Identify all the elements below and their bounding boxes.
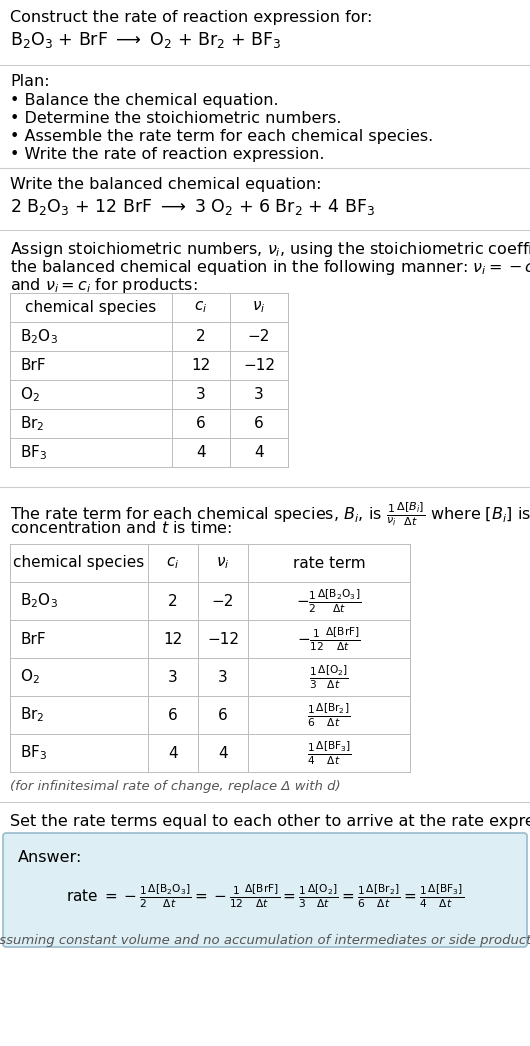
Text: chemical species: chemical species [25,300,157,315]
Text: rate $= -\frac{1}{2}\frac{\Delta[\mathregular{B_2O_3}]}{\Delta t}= -\frac{1}{12}: rate $= -\frac{1}{2}\frac{\Delta[\mathre… [66,882,464,910]
Text: $\nu_i$: $\nu_i$ [216,555,229,571]
Text: • Write the rate of reaction expression.: • Write the rate of reaction expression. [10,147,324,162]
Text: $\frac{1}{4}\frac{\Delta[\mathregular{BF_3}]}{\Delta t}$: $\frac{1}{4}\frac{\Delta[\mathregular{BF… [306,740,351,767]
Text: 3: 3 [254,387,264,402]
Text: and $\nu_i = c_i$ for products:: and $\nu_i = c_i$ for products: [10,276,198,295]
Text: $\mathregular{Br_2}$: $\mathregular{Br_2}$ [20,414,45,433]
Text: 4: 4 [168,746,178,760]
Text: 4: 4 [196,445,206,460]
Text: 3: 3 [168,669,178,684]
Text: $-\frac{1}{2}\frac{\Delta[\mathregular{B_2O_3}]}{\Delta t}$: $-\frac{1}{2}\frac{\Delta[\mathregular{B… [296,587,361,615]
Text: Write the balanced chemical equation:: Write the balanced chemical equation: [10,177,322,192]
Text: 3: 3 [196,387,206,402]
Text: • Determine the stoichiometric numbers.: • Determine the stoichiometric numbers. [10,111,341,126]
Text: $-\frac{1}{12}\frac{\Delta[\mathregular{BrF}]}{\Delta t}$: $-\frac{1}{12}\frac{\Delta[\mathregular{… [297,626,361,653]
Text: $\mathregular{B_2O_3}$: $\mathregular{B_2O_3}$ [20,327,58,346]
Text: concentration and $t$ is time:: concentration and $t$ is time: [10,520,232,536]
Text: 2: 2 [168,593,178,609]
Text: BrF: BrF [20,358,46,373]
Text: $c_i$: $c_i$ [195,299,208,315]
Text: Plan:: Plan: [10,74,50,89]
Text: −12: −12 [243,358,275,373]
Text: (for infinitesimal rate of change, replace Δ with d): (for infinitesimal rate of change, repla… [10,780,341,793]
Text: −2: −2 [248,329,270,344]
Text: • Assemble the rate term for each chemical species.: • Assemble the rate term for each chemic… [10,129,433,144]
Text: 3: 3 [218,669,228,684]
Text: 12: 12 [163,632,183,646]
Text: $\mathregular{B_2O_3}$ + BrF $\longrightarrow$ $\mathregular{O_2}$ + $\mathregul: $\mathregular{B_2O_3}$ + BrF $\longright… [10,30,281,50]
Text: Answer:: Answer: [18,850,82,865]
Text: $\frac{1}{3}\frac{\Delta[\mathregular{O_2}]}{\Delta t}$: $\frac{1}{3}\frac{\Delta[\mathregular{O_… [309,663,349,690]
Text: 4: 4 [218,746,228,760]
Text: $\mathregular{BF_3}$: $\mathregular{BF_3}$ [20,744,47,763]
Text: $\mathregular{Br_2}$: $\mathregular{Br_2}$ [20,706,45,724]
Text: Set the rate terms equal to each other to arrive at the rate expression:: Set the rate terms equal to each other t… [10,814,530,829]
Text: −2: −2 [212,593,234,609]
Text: $\frac{1}{6}\frac{\Delta[\mathregular{Br_2}]}{\Delta t}$: $\frac{1}{6}\frac{\Delta[\mathregular{Br… [307,701,351,729]
Text: Assign stoichiometric numbers, $\nu_i$, using the stoichiometric coefficients, $: Assign stoichiometric numbers, $\nu_i$, … [10,240,530,259]
Text: 6: 6 [196,416,206,431]
Text: 6: 6 [254,416,264,431]
Text: • Balance the chemical equation.: • Balance the chemical equation. [10,93,279,108]
FancyBboxPatch shape [3,833,527,947]
Text: $\mathregular{B_2O_3}$: $\mathregular{B_2O_3}$ [20,592,58,611]
Text: BrF: BrF [20,632,46,646]
Text: 6: 6 [218,707,228,723]
Text: 2: 2 [196,329,206,344]
Text: 2 $\mathregular{B_2O_3}$ + 12 BrF $\longrightarrow$ 3 $\mathregular{O_2}$ + 6 $\: 2 $\mathregular{B_2O_3}$ + 12 BrF $\long… [10,197,375,217]
Text: $\mathregular{O_2}$: $\mathregular{O_2}$ [20,385,40,404]
Text: rate term: rate term [293,555,365,570]
Text: the balanced chemical equation in the following manner: $\nu_i = -c_i$ for react: the balanced chemical equation in the fo… [10,258,530,277]
Text: chemical species: chemical species [13,555,145,570]
Text: $\mathregular{BF_3}$: $\mathregular{BF_3}$ [20,444,47,462]
Text: −12: −12 [207,632,239,646]
Text: The rate term for each chemical species, $B_i$, is $\frac{1}{\nu_i}\frac{\Delta[: The rate term for each chemical species,… [10,500,530,528]
Text: 12: 12 [191,358,210,373]
Text: $c_i$: $c_i$ [166,555,180,571]
Text: $\nu_i$: $\nu_i$ [252,299,266,315]
Text: 4: 4 [254,445,264,460]
Text: (assuming constant volume and no accumulation of intermediates or side products): (assuming constant volume and no accumul… [0,934,530,947]
Text: $\mathregular{O_2}$: $\mathregular{O_2}$ [20,667,40,686]
Text: Construct the rate of reaction expression for:: Construct the rate of reaction expressio… [10,10,373,25]
Text: 6: 6 [168,707,178,723]
